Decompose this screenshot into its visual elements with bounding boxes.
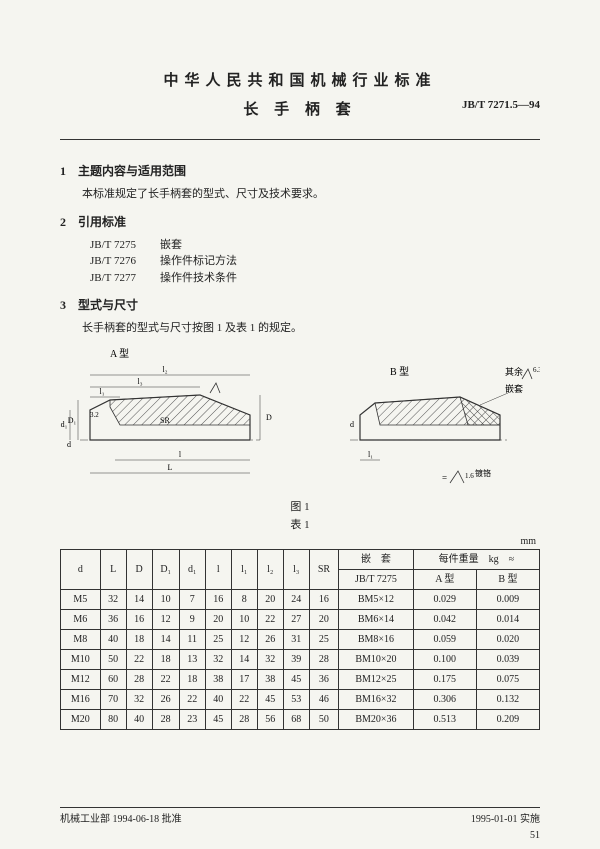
- table-row: M636161292010222720BM6×140.0420.014: [61, 609, 540, 629]
- label-b-type: B 型: [390, 365, 409, 378]
- figure-a: A 型 l₂ l₃ l₁: [60, 345, 320, 495]
- svg-text:l: l: [179, 450, 182, 459]
- table-caption: 表 1: [60, 517, 540, 534]
- svg-text:D₁: D₁: [68, 416, 77, 425]
- table-row: M16703226224022455346BM16×320.3060.132: [61, 689, 540, 709]
- svg-text:SR: SR: [160, 416, 170, 425]
- references-list: JB/T 7275嵌套JB/T 7276操作件标记方法JB/T 7277操作件技…: [60, 237, 540, 287]
- svg-text:l₁: l₁: [368, 450, 373, 459]
- svg-text:d₁: d₁: [61, 420, 68, 429]
- svg-text:D: D: [266, 413, 272, 422]
- svg-text:=: =: [442, 473, 447, 483]
- figure-caption: 图 1: [60, 499, 540, 516]
- svg-text:l₃: l₃: [137, 377, 142, 386]
- standard-code: JB/T 7271.5—94: [462, 97, 540, 114]
- unit-label: mm: [60, 534, 540, 549]
- svg-text:3.2: 3.2: [90, 411, 99, 419]
- rule-top: [60, 139, 540, 140]
- section-2-head: 2 引用标准: [60, 213, 540, 231]
- svg-text:镀铬: 镀铬: [475, 468, 491, 478]
- approve-note: 机械工业部 1994-06-18 批准: [60, 812, 182, 827]
- section-3-body: 长手柄套的型式与尺寸按图 1 及表 1 的规定。: [60, 320, 540, 337]
- footer: 机械工业部 1994-06-18 批准 1995-01-01 实施: [60, 807, 540, 827]
- table-row: M10502218133214323928BM10×200.1000.039: [61, 649, 540, 669]
- svg-text:l₂: l₂: [162, 365, 167, 374]
- svg-text:l₁: l₁: [99, 387, 104, 396]
- section-1-head: 1 主题内容与适用范围: [60, 162, 540, 180]
- svg-text:6.3: 6.3: [533, 366, 540, 374]
- svg-text:L: L: [168, 463, 173, 472]
- section-1-body: 本标准规定了长手柄套的型式、尺寸及技术要求。: [60, 186, 540, 203]
- table-row: M12602822183817384536BM12×250.1750.075: [61, 669, 540, 689]
- svg-text:嵌套: 嵌套: [505, 383, 523, 394]
- svg-text:1.6: 1.6: [465, 472, 474, 480]
- figure-b: B 型 d l₁ 其余 6.3: [340, 345, 540, 495]
- label-a-type: A 型: [110, 347, 129, 360]
- figure-row: A 型 l₂ l₃ l₁: [60, 345, 540, 495]
- standard-page: 中华人民共和国机械行业标准 长 手 柄 套 JB/T 7271.5—94 1 主…: [0, 0, 600, 849]
- table-row: M53214107168202416BM5×120.0290.009: [61, 589, 540, 609]
- table-row: M8401814112512263125BM8×160.0590.020: [61, 629, 540, 649]
- org-title: 中华人民共和国机械行业标准: [60, 70, 540, 93]
- svg-text:其余: 其余: [505, 366, 523, 377]
- page-number: 51: [530, 828, 540, 843]
- doc-title: 长 手 柄 套: [243, 99, 356, 122]
- svg-text:d: d: [350, 420, 354, 429]
- reference-item: JB/T 7275嵌套: [60, 237, 540, 254]
- table-row: M20804028234528566850BM20×360.5130.209: [61, 709, 540, 729]
- section-3-head: 3 型式与尺寸: [60, 296, 540, 314]
- effective-note: 1995-01-01 实施: [471, 812, 540, 827]
- svg-text:d: d: [67, 440, 71, 449]
- title-block: 中华人民共和国机械行业标准 长 手 柄 套 JB/T 7271.5—94: [60, 70, 540, 121]
- dimension-table: dLDD₁d₁ll₁l₂l₃SR嵌 套每件重量 kg ≈JB/T 7275A 型…: [60, 549, 540, 730]
- reference-item: JB/T 7277操作件技术条件: [60, 270, 540, 287]
- reference-item: JB/T 7276操作件标记方法: [60, 253, 540, 270]
- title-sub-row: 长 手 柄 套 JB/T 7271.5—94: [60, 99, 540, 122]
